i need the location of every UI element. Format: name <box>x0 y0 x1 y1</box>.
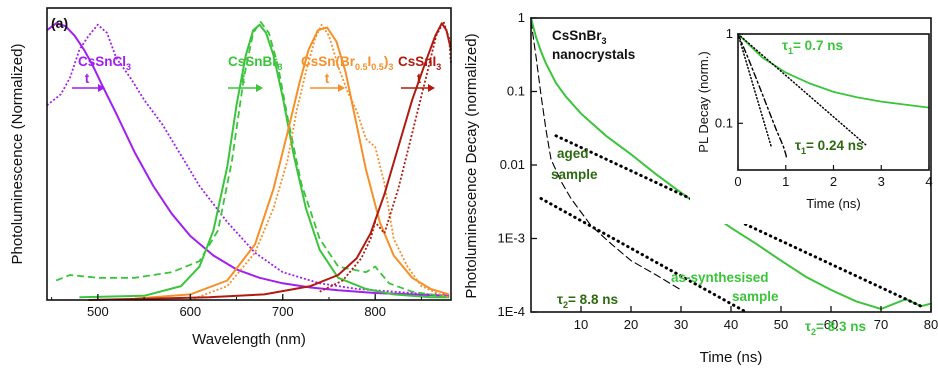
inset-x-axis-label: Time (ns) <box>806 196 860 211</box>
annotation-tau1-aged: τ1= 0.24 ns <box>795 138 863 156</box>
x-tick-label: 70 <box>874 317 888 332</box>
legend-base: CsSnBr <box>228 54 278 69</box>
series-CsSnBrI-solid <box>134 26 450 300</box>
annotation-aged-2: sample <box>551 167 598 182</box>
x-tick-label: 500 <box>87 304 109 319</box>
tau-symbol: τ <box>805 319 811 334</box>
x-axis-label-a: Wavelength (nm) <box>192 331 306 348</box>
tau-symbol: τ <box>557 292 563 307</box>
legend-part: CsSn(Br <box>301 54 356 69</box>
inset-x-tick-label: 0 <box>734 174 741 189</box>
arrow-head-CsSnCl3 <box>98 84 105 92</box>
annotation-tau2-as: τ2= 8.3 ns <box>805 319 866 337</box>
legend-sub: 3 <box>126 62 131 72</box>
x-tick-label: 80 <box>924 317 938 332</box>
legend-tag-CsSnBr3: t <box>241 71 246 86</box>
legend-label-CsSnI3: CsSnI3 <box>398 54 441 72</box>
inset-background <box>690 24 930 224</box>
x-tick-label: 800 <box>364 304 386 319</box>
legend-part: ) <box>384 54 389 69</box>
x-tick-label: 20 <box>624 317 638 332</box>
tau-value: = 8.8 ns <box>568 292 618 307</box>
inset-y-tick-label: 0.1 <box>715 115 733 130</box>
tau-value: = 0.7 ns <box>793 38 843 53</box>
decay-aged-sample <box>530 20 682 291</box>
annotation-text: CsSnBr <box>552 28 602 43</box>
legend-part: I <box>368 54 372 69</box>
inset-x-tick-label: 1 <box>782 174 789 189</box>
annotation-aged-1: aged <box>557 146 589 161</box>
arrow-head-CsSnBrI <box>338 84 345 92</box>
inset-x-tick-label: 2 <box>830 174 837 189</box>
y-axis-label-a: Photoluminescence (Normalized) <box>9 44 26 265</box>
x-tick-label: 600 <box>179 304 201 319</box>
legend-tag-CsSnCl3: t <box>85 71 90 86</box>
tau-value: = 0.24 ns <box>806 138 863 153</box>
annotation-tau2-aged: τ2= 8.8 ns <box>557 292 618 310</box>
y-tick-label: 1 <box>518 10 525 25</box>
decay-fit-as-synthesised <box>554 134 923 308</box>
panel-a: 500 600 700 800 (a) Wavelength (nm) Photolumin… <box>9 7 452 348</box>
legend-base: CsSnCl <box>78 54 126 69</box>
annotation-assynth-1: as-synthesised <box>671 270 769 285</box>
legend-sub: 0.5 <box>355 62 368 72</box>
annotation-tau1-as: τ1= 0.7 ns <box>782 38 843 56</box>
legend-tag-CsSnI3: t <box>417 71 422 86</box>
legend-label-CsSnBr3: CsSnBr3 <box>228 54 283 72</box>
legend-sub: 3 <box>436 62 441 72</box>
inset-fit-0-7-ns <box>737 33 868 147</box>
x-axis-label-b: Time (ns) <box>700 349 763 366</box>
legend-sub: 3 <box>388 62 393 72</box>
legend-sub: 3 <box>278 62 283 72</box>
tau-sub: 1 <box>801 146 806 156</box>
x-tick-label: 60 <box>824 317 838 332</box>
annotation-assynth-2: sample <box>732 289 779 304</box>
arrow-head-CsSnBr3 <box>256 84 263 92</box>
tau-symbol: τ <box>795 138 801 153</box>
x-tick-label: 10 <box>574 317 588 332</box>
inset-y-axis-label: PL Decay (norm.) <box>696 51 711 152</box>
legend-sub: 0.5 <box>371 62 384 72</box>
annotation-nanocrystals-2: nanocrystals <box>552 47 635 62</box>
inset-fit-0-24-ns <box>737 33 773 148</box>
inset-x-tick-label: 4 <box>925 174 932 189</box>
tau-sub: 2 <box>811 327 816 337</box>
decay-fit-aged <box>539 197 748 314</box>
tau-value: = 8.3 ns <box>816 319 866 334</box>
series-CsSnCl3-dotted <box>46 23 450 296</box>
inset-x-tick-label: 3 <box>878 174 885 189</box>
x-tick-label: 30 <box>674 317 688 332</box>
x-tick-label: 50 <box>774 317 788 332</box>
inset-y-tick-label: 1 <box>726 26 733 41</box>
annotation-sub: 3 <box>602 36 607 46</box>
annotation-nanocrystals: CsSnBr3 <box>552 28 607 46</box>
series-CsSnCl3-solid <box>46 22 450 297</box>
x-tick-label: 40 <box>724 317 738 332</box>
y-axis-label-b: Photoluminescence Decay (normalized) <box>463 33 480 298</box>
tau-symbol: τ <box>782 38 788 53</box>
x-tick-label: 700 <box>272 304 294 319</box>
plot-frame-a <box>46 7 452 301</box>
y-tick-label: 1E-3 <box>498 231 525 246</box>
y-tick-label: 0.1 <box>507 84 525 99</box>
legend-label-CsSnBrI: CsSn(Br0.5I0.5)3 <box>301 54 393 72</box>
legend-tag-CsSnBrI: t <box>325 71 330 86</box>
legend-label-CsSnCl3: CsSnCl3 <box>78 54 131 72</box>
legend-base: CsSnI <box>398 54 436 69</box>
y-tick-label: 1E-4 <box>498 304 525 319</box>
tau-sub: 1 <box>788 46 793 56</box>
arrow-head-CsSnI3 <box>428 84 435 92</box>
panel-label-a: (a) <box>51 15 68 31</box>
tau-sub: 2 <box>563 300 568 310</box>
y-tick-label: 0.01 <box>500 157 525 172</box>
series-CsSnI3-solid <box>88 22 452 301</box>
inset-aged <box>737 33 788 160</box>
